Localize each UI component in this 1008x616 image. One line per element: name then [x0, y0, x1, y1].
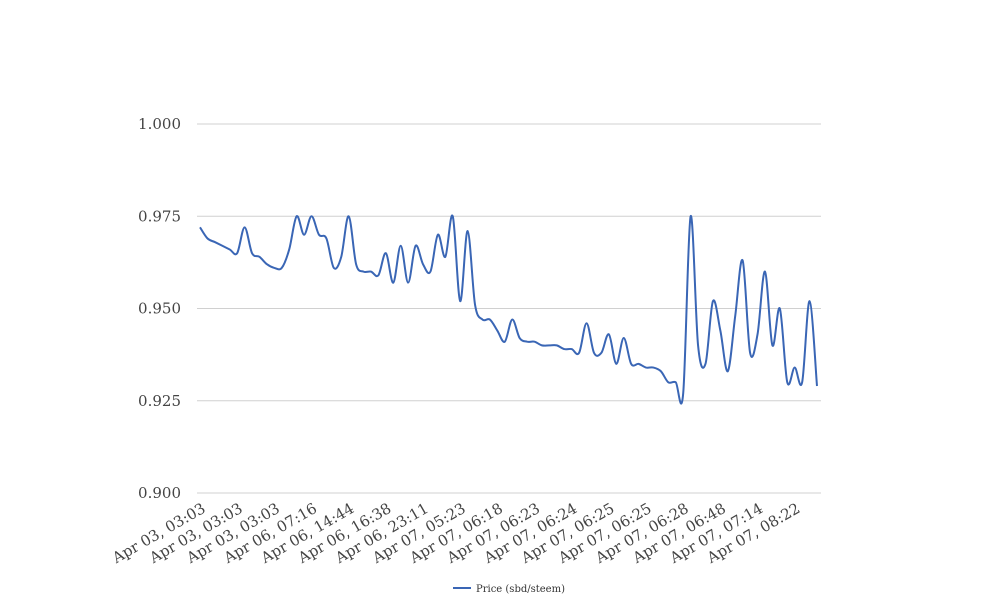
y-tick-label: 0.950 — [138, 300, 181, 318]
y-tick-label: 0.975 — [138, 207, 181, 225]
y-tick-label: 0.900 — [138, 484, 181, 502]
y-tick-label: 1.000 — [138, 115, 181, 133]
y-tick-label: 0.925 — [138, 392, 181, 410]
line — [199, 214, 818, 405]
legend-label: Price (sbd/steem) — [476, 584, 565, 595]
